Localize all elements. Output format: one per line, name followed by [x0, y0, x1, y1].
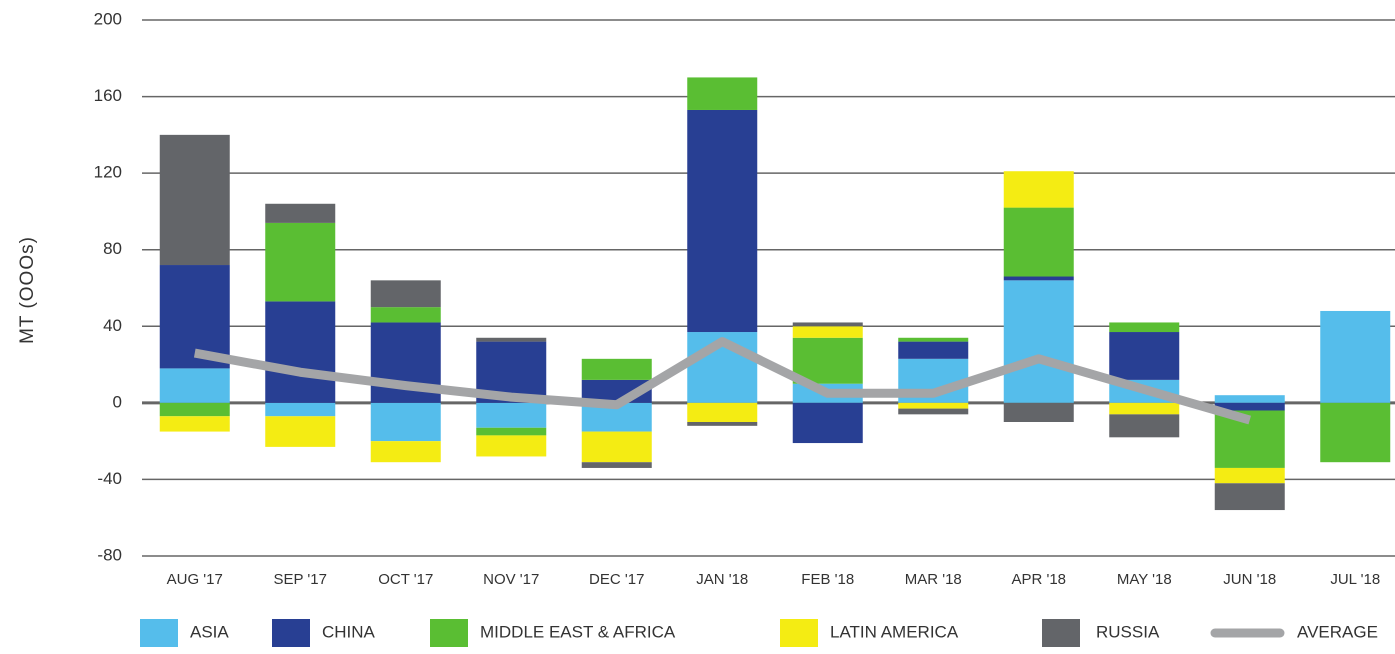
- bar-segment: [476, 427, 547, 436]
- bar-segment: [1214, 483, 1285, 511]
- bar-segment: [265, 203, 336, 223]
- bar-segment: [1003, 171, 1074, 208]
- bar-segment: [898, 341, 969, 359]
- x-tick-label: APR '18: [1011, 571, 1066, 588]
- bar-segment: [370, 402, 441, 442]
- legend-label: RUSSIA: [1096, 622, 1160, 641]
- bar-segment: [476, 337, 547, 342]
- bar-segment: [159, 265, 230, 369]
- bar-segment: [1003, 280, 1074, 403]
- bar-segment: [1109, 332, 1180, 380]
- y-tick-label: -80: [97, 545, 122, 564]
- bar-segment: [687, 402, 758, 422]
- x-tick-label: DEC '17: [589, 571, 644, 588]
- bar-segment: [792, 402, 863, 444]
- y-tick-label: 160: [94, 86, 122, 105]
- legend-label: AVERAGE: [1297, 622, 1378, 641]
- x-tick-label: MAR '18: [905, 571, 962, 588]
- legend-swatch: [780, 619, 818, 647]
- bar-segment: [1214, 395, 1285, 403]
- bar-segment: [687, 77, 758, 110]
- bar-segment: [1214, 402, 1285, 411]
- bar-segment: [370, 280, 441, 308]
- bar-segment: [1320, 310, 1391, 403]
- y-tick-label: 200: [94, 9, 122, 28]
- bar-segment: [476, 435, 547, 457]
- legend-swatch: [140, 619, 178, 647]
- bar-segment: [581, 358, 652, 380]
- x-tick-label: JUL '18: [1330, 571, 1380, 588]
- bar-segment: [898, 337, 969, 342]
- y-tick-label: -40: [97, 469, 122, 488]
- y-tick-label: 80: [103, 239, 122, 258]
- bar-segment: [1109, 402, 1180, 415]
- x-tick-label: SEP '17: [274, 571, 327, 588]
- y-tick-label: 120: [94, 163, 122, 182]
- x-tick-label: OCT '17: [378, 571, 433, 588]
- bar-segment: [265, 402, 336, 417]
- x-tick-label: AUG '17: [167, 571, 223, 588]
- legend-label: CHINA: [322, 622, 376, 641]
- bar-segment: [1320, 402, 1391, 463]
- bar-segment: [265, 416, 336, 447]
- x-tick-label: MAY '18: [1117, 571, 1172, 588]
- bar-segment: [1109, 322, 1180, 333]
- bar-segment: [159, 416, 230, 432]
- bar-segment: [1214, 467, 1285, 484]
- y-tick-label: 40: [103, 316, 122, 335]
- bar-segment: [1003, 402, 1074, 422]
- bar-segment: [687, 422, 758, 426]
- legend-swatch: [430, 619, 468, 647]
- legend-swatch: [1042, 619, 1080, 647]
- bar-segment: [898, 408, 969, 415]
- bar-segment: [687, 109, 758, 333]
- bar-segment: [581, 431, 652, 463]
- legend-label: LATIN AMERICA: [830, 622, 959, 641]
- bar-segment: [792, 337, 863, 384]
- bar-segment: [581, 462, 652, 468]
- bar-segment: [370, 307, 441, 323]
- y-tick-label: 0: [113, 392, 122, 411]
- x-tick-label: JUN '18: [1223, 571, 1276, 588]
- legend-swatch: [272, 619, 310, 647]
- bar-segment: [265, 222, 336, 302]
- legend-label: MIDDLE EAST & AFRICA: [480, 622, 676, 641]
- bar-segment: [1003, 276, 1074, 281]
- y-axis-label: MT (OOOs): [17, 236, 38, 344]
- bar-segment: [792, 322, 863, 327]
- bar-segment: [898, 402, 969, 409]
- bar-segment: [792, 326, 863, 338]
- bar-segment: [265, 301, 336, 403]
- bar-segment: [370, 441, 441, 463]
- x-tick-label: FEB '18: [801, 571, 854, 588]
- bar-segment: [159, 402, 230, 417]
- bar-segment: [1003, 207, 1074, 277]
- legend-label: ASIA: [190, 622, 229, 641]
- bar-segment: [159, 368, 230, 403]
- x-tick-label: NOV '17: [483, 571, 539, 588]
- bar-segment: [159, 134, 230, 266]
- bar-segment: [1109, 414, 1180, 438]
- x-tick-label: JAN '18: [696, 571, 748, 588]
- average-line: [193, 337, 1252, 425]
- bar-segment: [476, 402, 547, 428]
